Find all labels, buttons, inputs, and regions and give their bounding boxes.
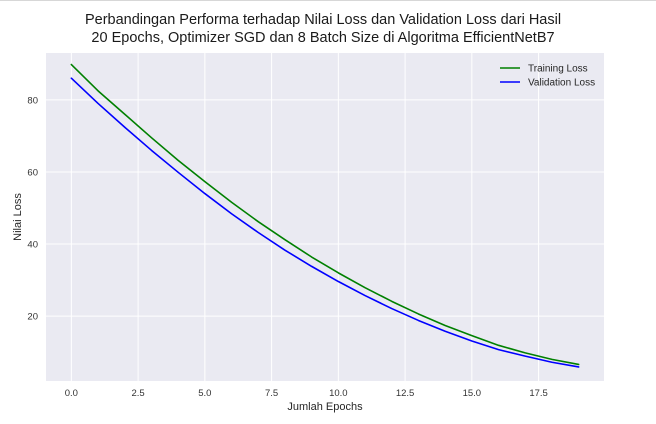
y-tick-label: 80 bbox=[27, 95, 38, 106]
legend-label: Training Loss bbox=[528, 64, 588, 75]
plot-area bbox=[46, 53, 604, 381]
validation-loss-line bbox=[70, 77, 580, 368]
x-tick-label: 7.5 bbox=[265, 388, 278, 399]
tick-labels: 0.0 2.5 5.0 7.5 10.0 12.5 15.0 17.5 20 40 60 80 bbox=[27, 95, 547, 399]
x-tick-label: 0.0 bbox=[65, 388, 78, 399]
y-axis-label: Nilai Loss bbox=[12, 193, 24, 241]
legend: Training Loss Validation Loss bbox=[500, 64, 595, 89]
chart-title-line-1: Perbandingan Performa terhadap Nilai Los… bbox=[85, 12, 561, 28]
x-tick-label: 12.5 bbox=[396, 388, 415, 399]
x-tick-label: 17.5 bbox=[529, 388, 548, 399]
series-lines bbox=[70, 63, 580, 368]
x-tick-label: 5.0 bbox=[198, 388, 211, 399]
x-axis-label: Jumlah Epochs bbox=[287, 401, 363, 413]
training-loss-line bbox=[70, 63, 580, 366]
grid-lines bbox=[46, 53, 604, 381]
y-tick-label: 60 bbox=[27, 167, 38, 178]
x-tick-label: 15.0 bbox=[463, 388, 482, 399]
y-tick-label: 40 bbox=[27, 240, 38, 251]
y-tick-label: 20 bbox=[27, 312, 38, 323]
x-tick-label: 2.5 bbox=[132, 388, 145, 399]
x-tick-label: 10.0 bbox=[329, 388, 348, 399]
top-border-line bbox=[0, 0, 656, 1]
chart-title-line-2: 20 Epochs, Optimizer SGD dan 8 Batch Siz… bbox=[91, 30, 554, 46]
legend-label: Validation Loss bbox=[528, 78, 595, 89]
